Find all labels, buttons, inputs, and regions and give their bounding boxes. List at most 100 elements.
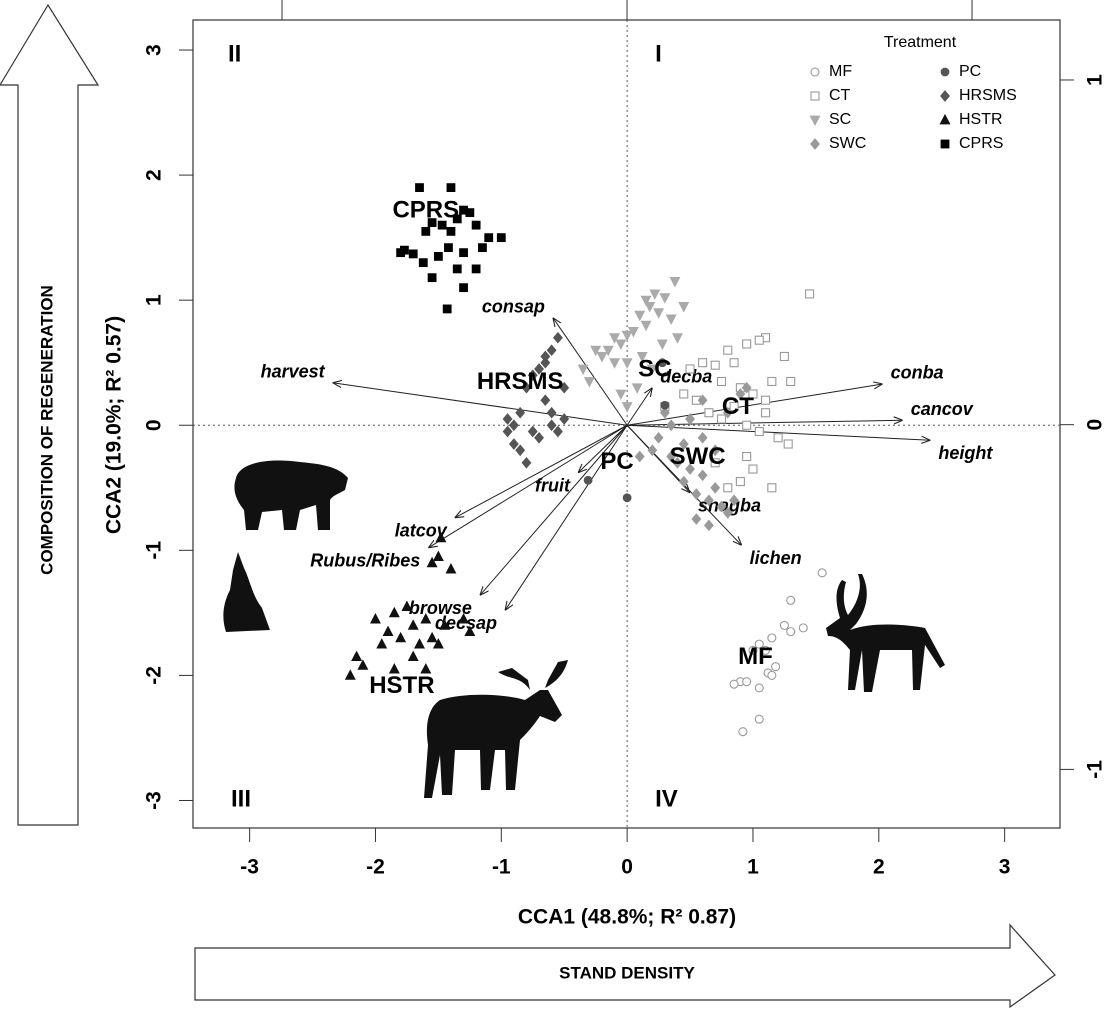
point — [635, 311, 645, 320]
x-tick-label: -3 — [240, 856, 259, 879]
point — [383, 626, 393, 635]
centroid-label: CT — [722, 393, 754, 420]
point — [453, 265, 461, 273]
legend-label: SWC — [829, 135, 866, 152]
x-axis-title: CCA1 (48.8%; R² 0.87) — [518, 906, 736, 929]
point — [679, 302, 689, 311]
env-vector — [627, 388, 652, 426]
point — [352, 651, 362, 660]
point — [422, 227, 430, 235]
point — [597, 352, 607, 361]
x-tick-label: 2 — [873, 856, 885, 879]
point — [705, 409, 713, 417]
silhouettes — [223, 461, 945, 798]
quadrant-label: IV — [655, 785, 678, 812]
quadrant-label: III — [231, 785, 251, 812]
x-tick-label: 0 — [621, 856, 633, 879]
point — [680, 390, 688, 398]
x-tick-label: -2 — [366, 856, 385, 879]
legend-label: MF — [829, 63, 852, 80]
point — [787, 596, 795, 604]
legend-marker — [811, 92, 819, 100]
y-tick-label: 1 — [143, 294, 166, 306]
point — [774, 434, 782, 442]
point — [705, 520, 714, 530]
vector-label: harvest — [261, 361, 326, 381]
point — [724, 484, 732, 492]
legend-marker — [940, 115, 950, 124]
point — [787, 628, 795, 636]
point — [390, 608, 400, 617]
point — [345, 670, 355, 679]
point — [743, 678, 751, 686]
point — [377, 639, 387, 648]
point — [497, 234, 505, 242]
point — [472, 221, 480, 229]
point — [679, 476, 688, 486]
legend-marker — [811, 68, 819, 76]
point — [673, 334, 683, 343]
point — [739, 728, 747, 736]
point — [780, 352, 788, 360]
y-tick-label: -3 — [143, 791, 166, 810]
point — [408, 651, 418, 660]
point — [762, 396, 770, 404]
centroid-label: PC — [600, 448, 633, 475]
point — [547, 408, 556, 418]
point — [736, 478, 744, 486]
x-arrow-label: STAND DENSITY — [559, 963, 695, 982]
point — [755, 715, 763, 723]
point — [460, 284, 468, 292]
point — [472, 265, 480, 273]
point — [654, 309, 664, 318]
point — [509, 420, 518, 430]
vector-label: consap — [482, 296, 545, 316]
point — [547, 420, 556, 430]
point — [755, 684, 763, 692]
point — [730, 359, 738, 367]
point — [784, 440, 792, 448]
point — [799, 624, 807, 632]
point — [632, 384, 642, 393]
point — [516, 445, 525, 455]
centroid-label: SC — [638, 356, 671, 383]
point — [622, 331, 632, 340]
x-tick-label: 3 — [999, 856, 1011, 879]
point — [806, 290, 814, 298]
point — [408, 620, 418, 629]
point — [718, 377, 726, 385]
point — [686, 365, 694, 373]
point — [443, 305, 451, 313]
y2-tick-label: 0 — [1084, 419, 1107, 431]
point — [648, 445, 657, 455]
point — [660, 294, 670, 303]
point — [446, 564, 456, 573]
point — [478, 244, 486, 252]
point — [541, 351, 550, 361]
y-arrow-label: COMPOSITION OF REGENERATION — [37, 285, 56, 575]
vector-label: height — [938, 443, 993, 463]
point — [658, 340, 668, 349]
point — [743, 453, 751, 461]
point — [755, 428, 763, 436]
point — [622, 359, 632, 368]
point — [780, 621, 788, 629]
centroid-label: CPRS — [392, 197, 459, 224]
quadrant-label: I — [655, 40, 662, 67]
point — [444, 244, 452, 252]
y-tick-label: 2 — [143, 169, 166, 181]
y2-tick-label: 1 — [1084, 74, 1107, 86]
legend-marker — [941, 91, 950, 101]
point — [447, 184, 455, 192]
point — [711, 483, 720, 493]
legend-title: Treatment — [884, 34, 957, 51]
point — [670, 277, 680, 286]
legend-label: HSTR — [959, 111, 1003, 128]
point — [578, 365, 588, 374]
legend-label: CT — [829, 87, 851, 104]
point — [400, 246, 408, 254]
y-tick-label: 3 — [143, 44, 166, 56]
point — [749, 465, 757, 473]
point — [818, 569, 826, 577]
point — [616, 340, 626, 349]
